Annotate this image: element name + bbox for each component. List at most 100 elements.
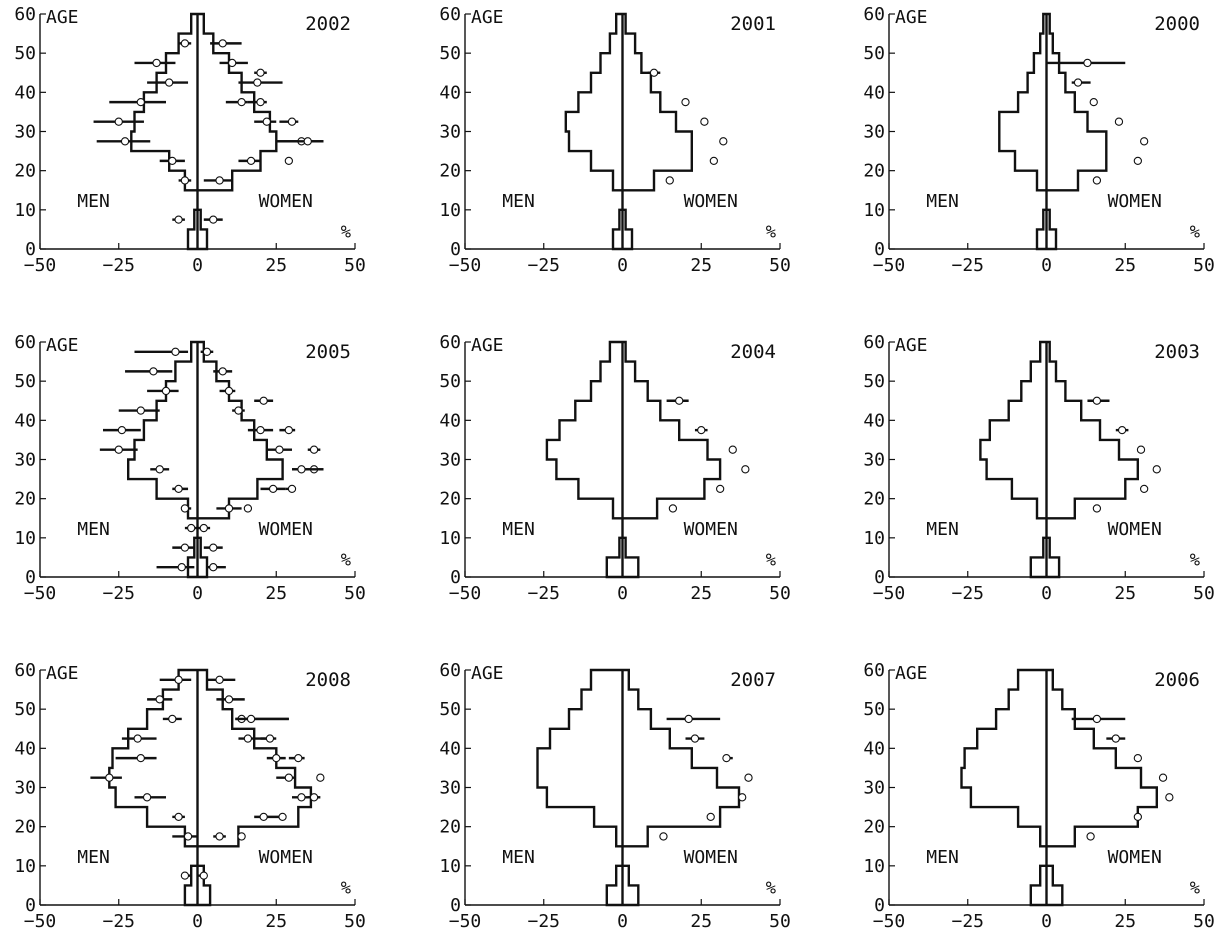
x-tick-label: 25 — [1114, 583, 1136, 604]
women-data-point — [209, 215, 218, 224]
women-data-point — [234, 406, 243, 415]
y-axis-label: AGE — [895, 7, 928, 28]
women-outline-step — [1046, 12, 1108, 192]
women-data-point — [278, 812, 287, 822]
men-data-point — [149, 367, 158, 376]
y-tick-label: 40 — [863, 82, 885, 103]
x-tick-label: 25 — [690, 583, 712, 604]
women-data-point — [1114, 117, 1124, 126]
x-tick-label: −50 — [873, 255, 906, 276]
women-young-step — [1046, 208, 1058, 251]
y-tick-label: 30 — [439, 778, 461, 799]
men-data-point — [168, 714, 177, 724]
y-axis-label: AGE — [46, 7, 79, 28]
x-tick-label: 50 — [344, 583, 366, 604]
men-young-step — [605, 536, 623, 579]
pyramid-panel-2003: 0 10 20 30 40 50 60 −50 −25 0 25 50 AGE 2003 MEN WOMEN% — [863, 332, 1215, 604]
y-tick-label: 30 — [863, 122, 885, 143]
x-tick-label: 25 — [1114, 911, 1136, 932]
women-data-point — [218, 367, 227, 376]
y-tick-label: 50 — [14, 699, 36, 720]
y-tick-label: 30 — [863, 778, 885, 799]
men-young-step — [1035, 208, 1047, 251]
x-tick-label: 0 — [192, 583, 203, 604]
x-tick-label: −25 — [951, 911, 984, 932]
men-data-point — [120, 137, 130, 146]
men-outline-step — [960, 668, 1047, 848]
men-label: MEN — [77, 847, 110, 868]
pyramid-panel-2006: 0 10 20 30 40 50 60 −50 −25 0 25 50 AGE 2006 MEN WOMEN% — [863, 660, 1215, 932]
y-tick-label: 40 — [439, 738, 461, 759]
women-data-point — [668, 504, 678, 513]
x-tick-label: 50 — [1193, 911, 1215, 932]
x-tick-label: −25 — [951, 255, 984, 276]
women-data-point — [690, 734, 700, 743]
y-tick-label: 20 — [439, 817, 461, 838]
women-data-point — [199, 871, 208, 880]
men-data-point — [161, 386, 171, 396]
x-tick-label: 50 — [1193, 255, 1215, 276]
women-data-point — [1086, 832, 1095, 841]
x-tick-label: −25 — [527, 583, 560, 604]
y-tick-label: 40 — [439, 82, 461, 103]
men-data-point — [155, 465, 164, 474]
women-data-point — [294, 753, 303, 763]
x-tick-label: 50 — [769, 255, 791, 276]
men-label: MEN — [502, 519, 535, 540]
women-data-point — [215, 176, 224, 185]
women-data-point — [1165, 793, 1174, 802]
x-tick-label: −50 — [449, 583, 482, 604]
y-tick-label: 60 — [439, 660, 461, 681]
x-tick-label: 50 — [769, 911, 791, 932]
women-data-point — [259, 396, 268, 405]
women-young-step — [622, 536, 640, 579]
men-data-point — [105, 773, 114, 782]
y-tick-label: 50 — [14, 43, 36, 64]
y-tick-label: 60 — [439, 332, 461, 353]
pyramid-panel-2008: 0 10 20 30 40 50 60 −50 −25 0 25 50 AGE 2008 MEN WOMEN% — [14, 660, 366, 932]
women-data-point — [1140, 484, 1149, 494]
x-tick-label: −50 — [449, 255, 482, 276]
men-data-point — [174, 675, 183, 684]
women-label: WOMEN — [684, 519, 738, 540]
women-data-point — [265, 734, 275, 743]
men-young-step — [611, 208, 623, 251]
y-tick-label: 10 — [14, 200, 36, 221]
x-tick-label: 50 — [344, 255, 366, 276]
women-data-point — [297, 793, 306, 802]
panel-year-title: 2000 — [1154, 13, 1200, 35]
women-data-point — [1117, 425, 1127, 435]
y-tick-label: 50 — [439, 43, 461, 64]
women-data-point — [316, 773, 325, 782]
panel-year-title: 2008 — [305, 669, 351, 691]
men-data-point — [117, 425, 127, 435]
women-data-point — [309, 793, 319, 802]
y-tick-label: 40 — [863, 410, 885, 431]
women-data-point — [665, 176, 674, 185]
women-data-point — [719, 137, 728, 146]
y-tick-label: 50 — [14, 371, 36, 392]
women-young-step — [622, 864, 640, 907]
x-tick-label: 0 — [617, 911, 628, 932]
y-axis-label: AGE — [895, 663, 928, 684]
y-tick-label: 50 — [863, 43, 885, 64]
x-tick-label: −25 — [102, 911, 135, 932]
women-data-point — [1083, 58, 1092, 68]
women-data-point — [253, 78, 262, 87]
women-data-point — [284, 156, 293, 166]
women-label: WOMEN — [684, 847, 738, 868]
x-tick-label: 50 — [344, 911, 366, 932]
x-tick-label: 0 — [1041, 255, 1052, 276]
y-tick-label: 10 — [439, 856, 461, 877]
men-label: MEN — [926, 191, 959, 212]
women-data-point — [287, 484, 297, 494]
panel-year-title: 2002 — [305, 13, 351, 35]
percent-unit-label: % — [341, 878, 351, 898]
women-label: WOMEN — [1108, 847, 1162, 868]
y-tick-label: 40 — [14, 82, 36, 103]
women-data-point — [199, 523, 208, 533]
women-label: WOMEN — [1108, 191, 1162, 212]
men-data-point — [171, 347, 180, 356]
y-tick-label: 60 — [863, 660, 885, 681]
